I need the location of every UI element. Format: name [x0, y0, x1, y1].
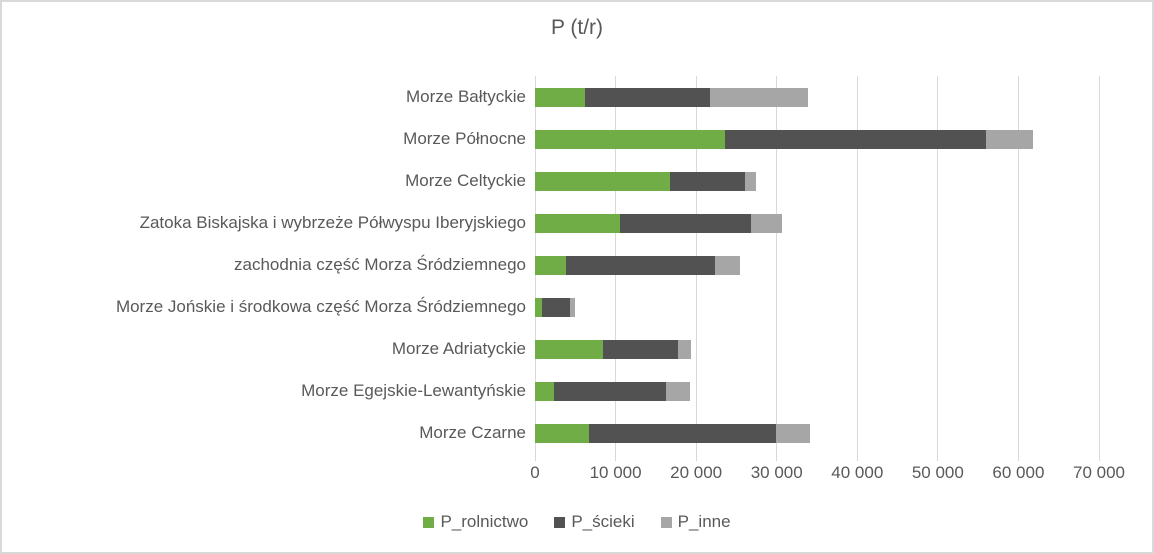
- bar-segment-inne: [986, 129, 1033, 149]
- category-label: Morze Egejskie-Lewantyńskie: [301, 381, 526, 400]
- legend: P_rolnictwo P_ścieki P_inne: [2, 506, 1152, 538]
- bar-segment-rolnictwo: [535, 87, 585, 107]
- gridline: [776, 76, 778, 454]
- category-label: Zatoka Biskajska i wybrzeże Półwyspu Ibe…: [139, 213, 526, 232]
- bar-segment-rolnictwo: [535, 339, 604, 359]
- bar-segment-inne: [666, 381, 690, 401]
- bar-segment-rolnictwo: [535, 213, 621, 233]
- category-label: Morze Północne: [403, 129, 526, 148]
- bar-row: [535, 297, 1099, 317]
- bar-row: [535, 213, 1099, 233]
- bar-segment-inne: [775, 423, 810, 443]
- bar-segment-scieki: [566, 255, 716, 275]
- legend-swatch-icon: [660, 516, 672, 528]
- category-label: Morze Jońskie i środkowa część Morza Śró…: [115, 297, 526, 316]
- gridline: [937, 76, 939, 454]
- bar-segment-inne: [677, 339, 692, 359]
- axis-tick: [937, 454, 939, 461]
- bar-row: [535, 339, 1099, 359]
- axis-tick: [1017, 454, 1019, 461]
- axis-tick: [534, 454, 536, 461]
- bar-segment-scieki: [553, 381, 667, 401]
- bar-segment-rolnictwo: [535, 129, 726, 149]
- x-tick-label: 20 000: [670, 463, 723, 482]
- gridline: [856, 76, 858, 454]
- x-tick-label: 70 000: [1073, 463, 1125, 482]
- x-tick-label: 10 000: [589, 463, 642, 482]
- bar-segment-scieki: [725, 129, 987, 149]
- bar-segment-rolnictwo: [535, 171, 670, 191]
- category-label: Morze Bałtyckie: [406, 87, 526, 106]
- x-tick-label: 40 000: [831, 463, 884, 482]
- legend-swatch-icon: [423, 516, 435, 528]
- axis-tick: [776, 454, 778, 461]
- legend-label: P_inne: [677, 512, 731, 531]
- bar-segment-rolnictwo: [535, 381, 554, 401]
- legend-swatch-icon: [554, 516, 566, 528]
- legend-item-rolnictwo: P_rolnictwo: [423, 512, 528, 532]
- bar-segment-rolnictwo: [535, 423, 589, 443]
- chart-title: P (t/r): [550, 16, 604, 39]
- bar-segment-inne: [750, 213, 782, 233]
- plot-area: [534, 76, 1100, 454]
- bar-segment-scieki: [584, 87, 710, 107]
- bar-segment-rolnictwo: [535, 297, 543, 317]
- x-tick-label: 50 000: [911, 463, 964, 482]
- bar-row: [535, 381, 1099, 401]
- bar-segment-inne: [745, 171, 756, 191]
- bar-segment-scieki: [669, 171, 746, 191]
- legend-item-inne: P_inne: [660, 512, 731, 532]
- x-tick-label: 0: [530, 463, 540, 482]
- bar-segment-scieki: [542, 297, 570, 317]
- category-label: Morze Celtyckie: [405, 171, 526, 190]
- bar-segment-scieki: [588, 423, 776, 443]
- value-axis: 0 10 000 20 000 30 000 40 000 50 000 60 000 70 …: [530, 463, 1125, 485]
- bar-row: [535, 129, 1099, 149]
- x-tick-label: 30 000: [750, 463, 803, 482]
- bar-segment-scieki: [620, 213, 751, 233]
- bar-segment-inne: [715, 255, 741, 275]
- category-label: Morze Czarne: [419, 423, 526, 442]
- bar-row: [535, 171, 1099, 191]
- bar-segment-inne: [569, 297, 576, 317]
- category-axis: Morze Bałtyckie Morze Północne Morze Celty…: [2, 76, 526, 454]
- axis-tick: [1098, 454, 1100, 461]
- bar-segment-scieki: [603, 339, 678, 359]
- bar-segment-inne: [709, 87, 809, 107]
- x-tick-label: 60 000: [992, 463, 1045, 482]
- legend-item-scieki: P_ścieki: [554, 512, 635, 532]
- legend-label: P_ścieki: [571, 512, 635, 531]
- axis-tick: [695, 454, 697, 461]
- bar-row: [535, 423, 1099, 443]
- gridline: [1098, 76, 1100, 454]
- bar-segment-rolnictwo: [535, 255, 567, 275]
- gridline: [1017, 76, 1019, 454]
- bar-row: [535, 87, 1099, 107]
- bar-row: [535, 255, 1099, 275]
- axis-tick: [615, 454, 617, 461]
- axis-ticks: [534, 454, 1100, 461]
- category-label: zachodnia część Morza Śródziemnego: [234, 255, 526, 274]
- category-label: Morze Adriatyckie: [391, 339, 526, 358]
- axis-tick: [856, 454, 858, 461]
- legend-label: P_rolnictwo: [440, 512, 529, 531]
